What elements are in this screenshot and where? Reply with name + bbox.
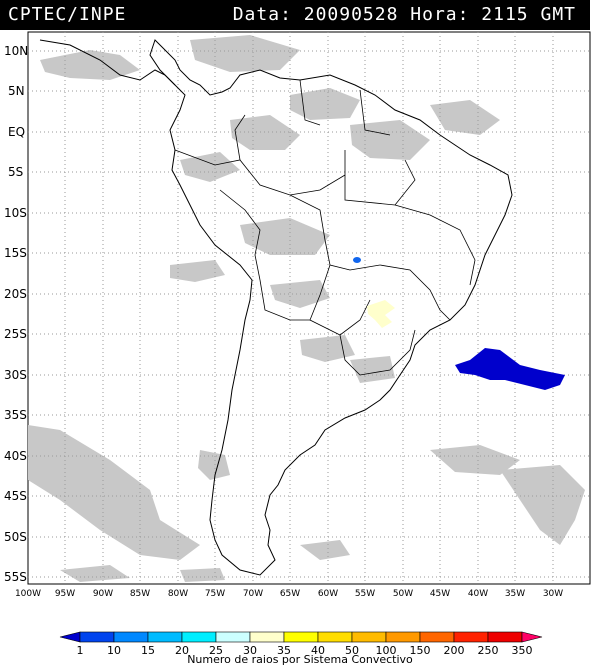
colorbar-swatch (59, 631, 81, 643)
colorbar-labels: 1 10 15 20 25 30 35 40 50 100 150 200 250 350 (77, 644, 533, 657)
colorbar-label: 200 (444, 644, 465, 657)
lon-label: 35W (505, 589, 525, 599)
graticule (28, 32, 590, 584)
colorbar-swatch (453, 631, 489, 643)
colorbar-label: 350 (512, 644, 533, 657)
colorbar-label: 35 (277, 644, 291, 657)
cloud-cover (28, 35, 585, 582)
lon-label: 50W (393, 589, 413, 599)
colorbar-label: 10 (107, 644, 121, 657)
colorbar-swatch (385, 631, 421, 643)
colorbar-label: 30 (243, 644, 257, 657)
map-header: CPTEC/INPE Data: 20090528 Hora: 2115 GMT (0, 0, 590, 30)
colorbar-swatch (79, 631, 115, 643)
colorbar-label: 15 (141, 644, 155, 657)
lightning-map: 10N 5N EQ 5S 10S 15S 20S 25S 30S 35S 40S… (4, 31, 591, 657)
coastline (39, 39, 513, 576)
lon-label: 60W (318, 589, 338, 599)
colorbar-caption: Numero de raios por Sistema Convectivo (187, 653, 413, 666)
lon-label: 70W (243, 589, 263, 599)
lat-label: 10N (4, 44, 28, 58)
colorbar-swatch (487, 631, 523, 643)
lightning-cluster-pale (367, 300, 395, 328)
lon-label: 100W (15, 589, 41, 599)
lightning-cluster-large (455, 348, 565, 390)
colorbar-label: 1 (77, 644, 84, 657)
colorbar-swatch (419, 631, 455, 643)
colorbar-label: 20 (175, 644, 189, 657)
colorbar-swatch (113, 631, 149, 643)
datetime-label: Data: 20090528 Hora: 2115 GMT (232, 4, 576, 25)
colorbar-label: 100 (376, 644, 397, 657)
lon-label: 45W (430, 589, 450, 599)
lon-label: 40W (468, 589, 488, 599)
lon-label: 85W (130, 589, 150, 599)
lat-label: 35S (4, 408, 27, 422)
lon-label: 65W (280, 589, 300, 599)
colorbar-label: 25 (209, 644, 223, 657)
colorbar-swatch (317, 631, 353, 643)
lat-label: 20S (4, 287, 27, 301)
colorbar (59, 631, 543, 643)
country-borders (174, 79, 476, 376)
colorbar-swatch (521, 631, 543, 643)
latitude-labels: 10N 5N EQ 5S 10S 15S 20S 25S 30S 35S 40S… (4, 44, 28, 584)
lat-label: 10S (4, 206, 27, 220)
lat-label: 55S (4, 570, 27, 584)
lon-label: 80W (168, 589, 188, 599)
lon-label: 75W (205, 589, 225, 599)
lat-label: 30S (4, 368, 27, 382)
lat-label: EQ (8, 125, 25, 139)
lat-label: 25S (4, 327, 27, 341)
lat-label: 40S (4, 449, 27, 463)
lightning-cluster-small (353, 257, 361, 263)
colorbar-swatch (147, 631, 183, 643)
lon-label: 90W (93, 589, 113, 599)
lon-label: 55W (355, 589, 375, 599)
colorbar-label: 150 (410, 644, 431, 657)
longitude-labels: 100W 95W 90W 85W 80W 75W 70W 65W 60W 55W… (15, 589, 563, 599)
lon-label: 95W (55, 589, 75, 599)
lon-label: 30W (543, 589, 563, 599)
lightning-systems (353, 257, 565, 390)
colorbar-label: 250 (478, 644, 499, 657)
colorbar-swatch (283, 631, 319, 643)
lat-label: 5N (8, 84, 25, 98)
colorbar-swatch (181, 631, 217, 643)
colorbar-label: 50 (345, 644, 359, 657)
lat-label: 45S (4, 489, 27, 503)
colorbar-label: 40 (311, 644, 325, 657)
colorbar-swatch (249, 631, 285, 643)
lat-label: 15S (4, 246, 27, 260)
colorbar-swatch (351, 631, 387, 643)
lat-label: 5S (8, 165, 23, 179)
lat-label: 50S (4, 530, 27, 544)
source-label: CPTEC/INPE (8, 4, 127, 25)
colorbar-swatch (215, 631, 251, 643)
